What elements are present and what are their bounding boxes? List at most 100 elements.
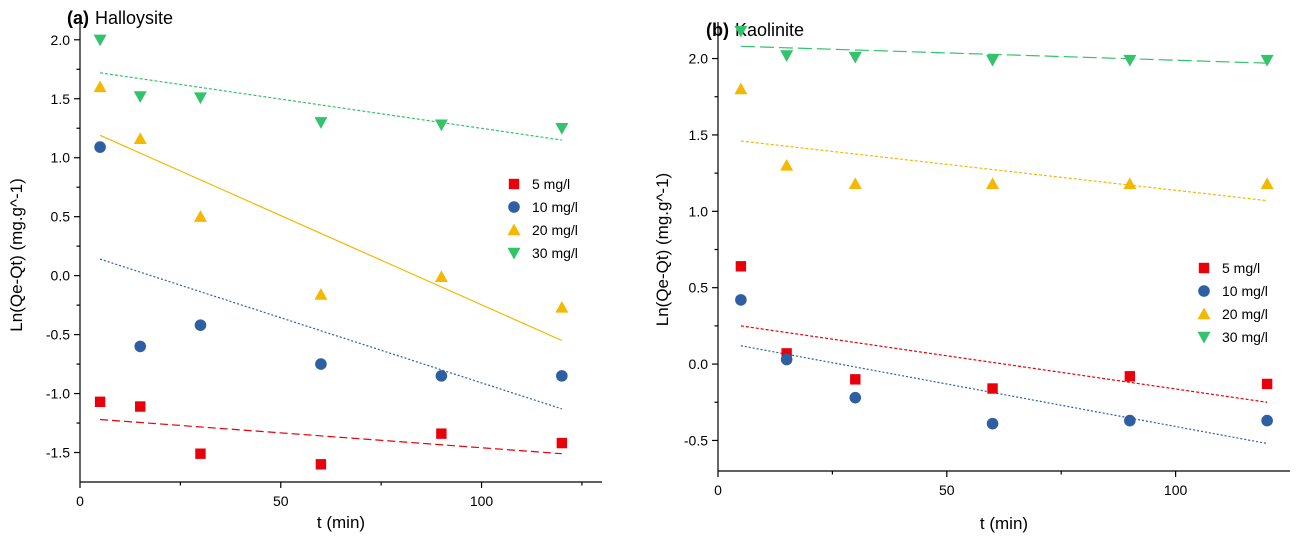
data-point-series-1 (556, 437, 568, 449)
y-tick-label: -1.0 (46, 386, 70, 402)
y-tick-label: 0.0 (51, 268, 71, 284)
panel-letter: (a) (67, 8, 89, 28)
data-point-series-4 (434, 119, 448, 132)
y-tick-label: 2.0 (689, 51, 709, 67)
data-point-series-1 (781, 348, 792, 359)
data-point-series-3 (780, 158, 794, 171)
data-point-series-1 (94, 396, 106, 408)
legend-label-series-4: 30 mg/l (1222, 329, 1268, 345)
y-tick-label: -0.5 (684, 432, 708, 448)
legend-label-series-2: 10 mg/l (1222, 283, 1268, 299)
legend-marker-series-3 (507, 223, 521, 236)
data-point-series-1 (1124, 371, 1136, 382)
x-tick-label: 100 (470, 493, 494, 509)
data-point-series-4 (93, 34, 107, 47)
data-point-series-3 (1123, 177, 1137, 190)
panel-title: (b) Kaolinite (706, 20, 804, 40)
chart-panel-a: (a) Halloysite 0 50 100 -1.5 -1.0 -0.5 0.0 0.5 1.0… (7, 8, 602, 532)
chart-panel-b: (b) Kaolinite 0 50 100 -0.5 0.0 0.5 1.0 1.5 2.0 t (… (653, 20, 1290, 533)
data-point-series-1 (735, 261, 747, 272)
data-point-series-4 (986, 54, 1000, 67)
data-point-series-2 (435, 370, 448, 382)
legend-marker-series-2 (1198, 285, 1210, 297)
data-point-series-2 (194, 319, 207, 331)
legend-label-series-3: 20 mg/l (532, 222, 578, 238)
y-tick-label: 0.5 (689, 280, 709, 296)
data-point-series-3 (434, 270, 448, 283)
data-point-series-1 (436, 428, 447, 439)
data-point-series-2 (780, 353, 793, 366)
fit-line-series-3 (99, 134, 563, 342)
data-point-series-2 (134, 340, 147, 353)
y-tick-label: 0.5 (51, 209, 71, 225)
data-point-series-3 (986, 177, 1000, 190)
x-tick-label: 50 (939, 482, 955, 498)
x-tick-label: 100 (1164, 482, 1188, 498)
data-point-series-2 (735, 294, 747, 306)
data-point-series-1 (135, 401, 146, 412)
legend: 5 mg/l 10 mg/l 20 mg/l 30 mg/l (507, 176, 578, 261)
data-point-series-4 (133, 91, 147, 103)
y-tick-label: 1.0 (51, 150, 71, 166)
fit-line-series-4 (99, 72, 562, 141)
data-point-series-3 (555, 300, 569, 313)
legend-marker-series-4 (1197, 331, 1211, 344)
data-point-series-4 (314, 117, 328, 129)
fit-line-series-2 (99, 258, 563, 410)
data-point-series-2 (556, 370, 568, 382)
legend-marker-series-3 (1197, 307, 1211, 320)
y-axis-title: Ln(Qe-Qt) (mg.g^-1) (7, 178, 26, 331)
y-tick-label: -0.5 (46, 327, 70, 343)
data-point-series-2 (94, 141, 106, 153)
fit-line-series-1 (100, 418, 562, 455)
legend-marker-series-1 (1198, 262, 1210, 274)
data-point-series-1 (850, 374, 861, 385)
x-axis-title: t (min) (980, 514, 1028, 533)
y-tick-label: 1.5 (689, 127, 709, 143)
data-point-series-3 (1260, 177, 1274, 190)
data-point-series-2 (1261, 414, 1273, 427)
data-point-series-3 (133, 132, 147, 145)
data-point-series-4 (555, 123, 569, 135)
panel-name: Kaolinite (735, 20, 804, 40)
data-point-series-2 (1124, 414, 1136, 427)
data-point-series-4 (1123, 54, 1137, 67)
legend-marker-series-1 (508, 178, 520, 190)
legend-label-series-1: 5 mg/l (532, 176, 570, 192)
data-point-series-2 (986, 417, 999, 430)
data-point-series-1 (987, 383, 998, 394)
legend: 5 mg/l 10 mg/l 20 mg/l 30 mg/l (1197, 260, 1268, 345)
legend-label-series-4: 30 mg/l (532, 245, 578, 261)
data-point-series-2 (315, 358, 327, 370)
data-point-series-3 (93, 80, 107, 93)
fit-line-series-3 (740, 140, 1268, 202)
data-point-series-3 (734, 82, 748, 95)
panel-title: (a) Halloysite (67, 8, 173, 28)
panel-name: Halloysite (95, 8, 173, 28)
data-point-series-1 (1261, 378, 1273, 390)
data-point-series-1 (315, 459, 327, 470)
y-tick-label: 1.0 (689, 203, 709, 219)
x-axis-title: t (min) (317, 513, 365, 532)
y-tick-label: -1.5 (46, 445, 70, 461)
data-point-series-2 (849, 391, 862, 404)
x-tick-label: 0 (714, 482, 722, 498)
x-tick-label: 50 (273, 493, 289, 509)
data-point-series-3 (848, 177, 862, 190)
x-tick-label: 0 (76, 493, 84, 509)
data-point-series-3 (193, 210, 207, 222)
data-point-series-4 (1260, 54, 1274, 67)
data-point-series-4 (193, 92, 207, 105)
data-point-series-3 (314, 288, 328, 300)
y-tick-label: 1.5 (51, 91, 71, 107)
data-point-series-4 (734, 25, 748, 38)
y-tick-label: 2.0 (51, 32, 71, 48)
legend-label-series-3: 20 mg/l (1222, 306, 1268, 322)
fit-line-series-4 (740, 45, 1268, 64)
y-axis-title: Ln(Qe-Qt) (mg.g^-1) (653, 173, 672, 326)
data-point-series-1 (195, 448, 206, 459)
fit-line-series-1 (740, 325, 1268, 403)
y-tick-label: 0.0 (689, 356, 709, 372)
legend-marker-series-2 (508, 201, 520, 213)
